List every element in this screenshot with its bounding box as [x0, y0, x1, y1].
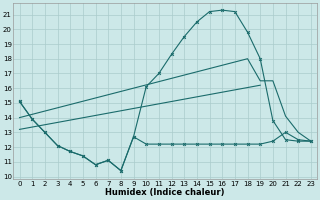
- X-axis label: Humidex (Indice chaleur): Humidex (Indice chaleur): [106, 188, 225, 197]
